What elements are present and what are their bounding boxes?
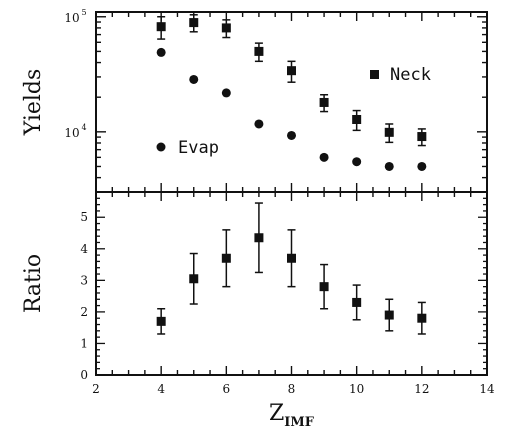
- evap-data-point: [254, 119, 264, 129]
- y-tick-exponent: 5: [81, 8, 86, 17]
- y-tick-label: 5: [80, 210, 88, 224]
- evap-data-point: [352, 157, 362, 167]
- neck-data-point: [384, 127, 394, 137]
- yields-panel-frame: [95, 11, 488, 193]
- x-tick-label: 8: [288, 382, 296, 396]
- x-axis-label-subscript: IMF: [284, 415, 314, 430]
- ratio-data-point: [287, 253, 296, 263]
- y-tick-label: 4: [80, 242, 88, 256]
- neck-data-point: [319, 97, 329, 107]
- ratio-data-point: [319, 282, 329, 292]
- y-tick-label: 10: [64, 126, 79, 140]
- ratio-data-marks: [156, 202, 427, 335]
- neck-data-point: [287, 66, 296, 76]
- legend-neck-marker: [370, 70, 379, 79]
- evap-data-point: [384, 161, 394, 171]
- legend-neck-label: Neck: [390, 65, 431, 85]
- y-tick-label: 1: [80, 336, 88, 350]
- ratio-data-point: [254, 233, 264, 243]
- yields-legend: Neck Evap: [156, 65, 431, 158]
- evap-data-point: [189, 74, 199, 84]
- ratio-data-point: [352, 297, 362, 307]
- neck-data-point: [417, 132, 427, 142]
- y-tick-exponent: 4: [81, 123, 86, 132]
- ratio-data-point: [221, 253, 231, 263]
- neck-data-point: [352, 114, 362, 124]
- x-tick-label: 14: [479, 382, 495, 396]
- ratio-data-point: [384, 310, 394, 320]
- y-tick-label: 3: [80, 273, 88, 287]
- y-tick-label: 10: [64, 11, 79, 25]
- evap-data-point: [287, 130, 296, 140]
- neck-data-point: [254, 46, 264, 56]
- yields-axis-label: Yields: [21, 69, 46, 137]
- legend-evap-marker: [156, 142, 166, 152]
- x-axis-label-main: Z: [269, 401, 284, 426]
- neck-data-point: [189, 18, 199, 28]
- ratio-axis-label: Ratio: [21, 254, 46, 313]
- x-tick-label: 4: [157, 382, 165, 396]
- x-tick-label: 12: [414, 382, 429, 396]
- x-tick-label: 2: [92, 382, 100, 396]
- ratio-data-point: [189, 274, 199, 284]
- evap-data-point: [221, 88, 231, 98]
- neck-data-point: [221, 23, 231, 33]
- ratio-data-point: [156, 316, 166, 326]
- evap-data-point: [156, 47, 166, 57]
- y-tick-label: 0: [80, 368, 88, 382]
- evap-data-point: [417, 161, 427, 171]
- x-tick-label: 6: [223, 382, 231, 396]
- yields-data-marks: [156, 14, 427, 171]
- y-tick-label: 2: [80, 305, 88, 319]
- neck-data-point: [156, 22, 166, 32]
- svg-text:ZIMF: ZIMF: [269, 401, 315, 430]
- evap-data-point: [319, 152, 329, 162]
- x-tick-label: 10: [349, 382, 364, 396]
- ratio-data-point: [417, 313, 427, 323]
- legend-evap-label: Evap: [178, 138, 219, 158]
- x-axis-label: ZIMF: [269, 401, 315, 430]
